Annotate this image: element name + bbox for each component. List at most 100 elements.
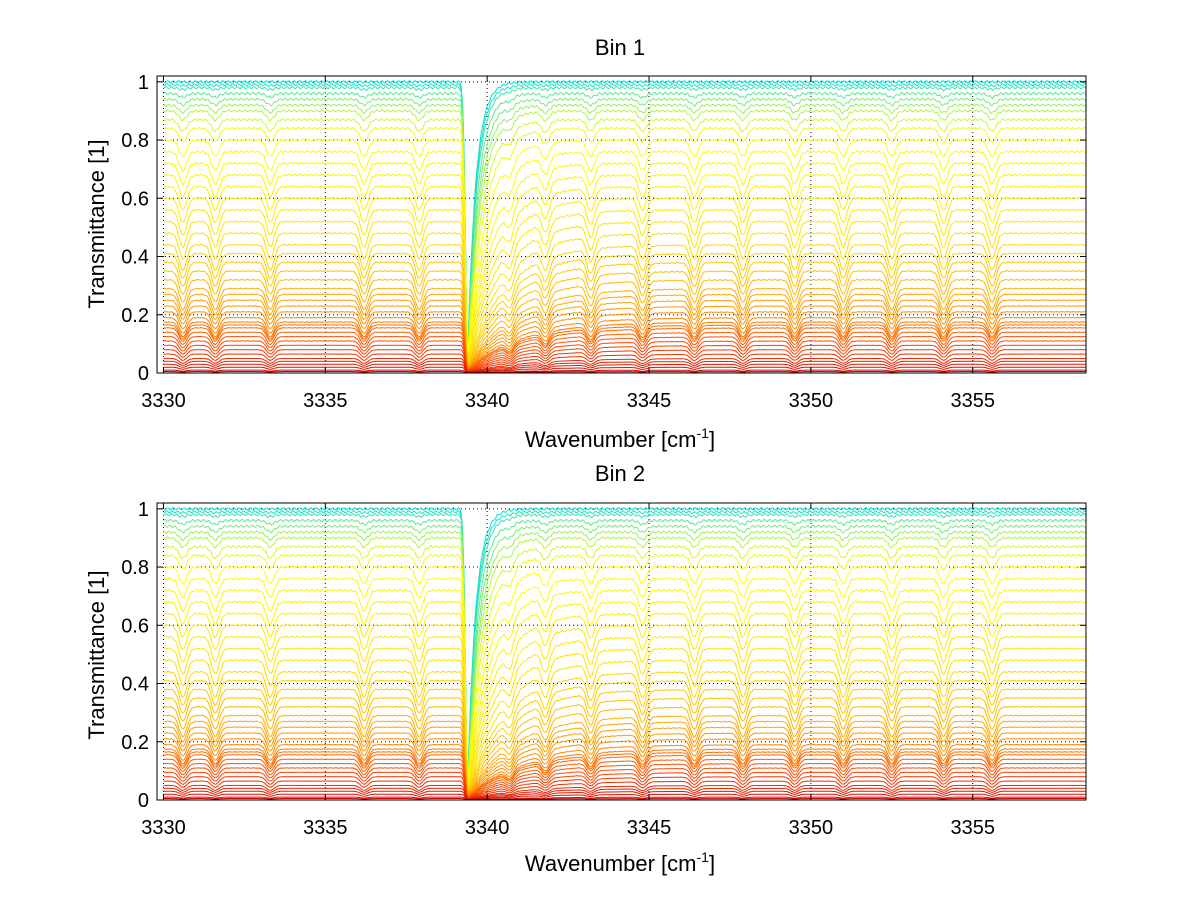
spectrum-line (163, 344, 1086, 372)
spectrum-line (163, 349, 1087, 373)
spectrum-line (163, 299, 1087, 371)
spectrum-line (163, 197, 1087, 362)
spectrum-line (163, 748, 1087, 798)
spectrum-line (163, 743, 1087, 798)
x-tick-label: 3330 (141, 817, 186, 839)
x-tick-label: 3345 (627, 817, 672, 839)
x-tick-label: 3350 (789, 817, 834, 839)
x-axis-label-superscript: -1 (697, 425, 710, 441)
spectrum-line (163, 518, 1087, 779)
spectrum-line (163, 150, 1087, 358)
x-tick-label: 3335 (303, 390, 348, 412)
y-tick-label: 0.6 (121, 188, 149, 210)
x-axis-label-main: Wavenumber [cm (525, 427, 697, 452)
spectrum-line (163, 353, 1087, 373)
series-layer (163, 80, 1087, 373)
spectrum-line (163, 335, 1087, 372)
series-layer (163, 507, 1087, 800)
y-tick-label: 0.2 (121, 732, 149, 754)
spectrum-line (163, 624, 1087, 789)
spectrum-line (163, 91, 1087, 352)
spectrum-line (163, 126, 1087, 356)
spectrum-line (163, 536, 1087, 783)
x-axis-label-suffix: ] (709, 427, 715, 452)
spectrum-line (163, 635, 1087, 789)
spectrum-line (163, 278, 1087, 369)
spectrum-line (163, 109, 1087, 356)
spectrum-line (163, 512, 1087, 778)
spectrum-line (163, 370, 1086, 373)
x-tick-label: 3355 (950, 390, 995, 412)
x-axis-label-superscript: -1 (697, 849, 710, 865)
spectrum-line (163, 767, 1087, 799)
y-tick-label: 0 (138, 790, 149, 812)
y-tick-label: 0.8 (121, 130, 149, 152)
y-tick-label: 0.4 (121, 674, 149, 696)
spectrum-line (163, 97, 1087, 353)
y-tick-label: 1 (138, 72, 149, 94)
x-tick-label: 3345 (627, 390, 672, 412)
y-axis-label: Transmittance [1] (84, 570, 109, 739)
x-tick-label: 3355 (950, 817, 995, 839)
chart-title: Bin 1 (595, 35, 645, 60)
spectrum-line (163, 553, 1087, 783)
spectrum-line (163, 366, 1086, 373)
spectrum-line (163, 360, 1087, 373)
spectrum-line (163, 776, 1087, 800)
spectrum-line (163, 324, 1087, 372)
spectrum-line (163, 316, 1087, 371)
spectrum-line (163, 363, 1086, 373)
spectrum-line (163, 732, 1087, 798)
x-tick-label: 3330 (141, 390, 186, 412)
spectrum-line (163, 762, 1087, 799)
x-axis-label-main: Wavenumber [cm (525, 851, 697, 876)
spectrum-line (163, 85, 1087, 351)
x-axis-label-suffix: ] (709, 851, 715, 876)
spectrum-line (163, 797, 1086, 800)
x-axis-label: Wavenumber [cm-1] (525, 849, 715, 876)
spectrum-line (163, 357, 1086, 373)
spectrum-line (163, 697, 1087, 795)
spectrum-line (163, 270, 1087, 368)
spectrum-line (163, 369, 1086, 373)
spectrum-line (163, 720, 1087, 797)
spectrum-line (163, 726, 1087, 798)
spectrum-line (163, 659, 1087, 792)
spectrum-line (163, 311, 1087, 370)
spectrum-line (163, 208, 1087, 362)
spectrum-line (163, 173, 1087, 361)
y-axis: 0 0.2 0.4 0.6 0.8 1 (121, 72, 1086, 385)
x-tick-label: 3335 (303, 817, 348, 839)
y-tick-label: 0.2 (121, 305, 149, 327)
spectrum-line (163, 577, 1087, 785)
spectrum-line (163, 790, 1086, 800)
x-axis-label: Wavenumber [cm-1] (525, 425, 715, 452)
spectrum-line (163, 670, 1087, 793)
spectrum-line (163, 545, 1087, 783)
spectrum-line (163, 524, 1087, 780)
y-tick-label: 0 (138, 363, 149, 385)
spectrum-line (163, 331, 1086, 372)
y-tick-label: 0.8 (121, 557, 149, 579)
plot-area-frame (156, 75, 1087, 374)
spectrum-line (163, 103, 1087, 355)
plot-area-frame (156, 502, 1087, 801)
spectrum-line (163, 600, 1087, 788)
spectrum-line (163, 588, 1087, 787)
y-tick-label: 1 (138, 499, 149, 521)
x-tick-label: 3340 (465, 390, 510, 412)
spectrum-line (163, 243, 1087, 366)
x-axis: 3330 3335 3340 3345 3350 3355 (141, 503, 995, 839)
spectrum-line (163, 647, 1087, 791)
spectrum-line (163, 293, 1087, 370)
spectrum-line (163, 787, 1087, 800)
spectrum-line (163, 185, 1086, 362)
spectrum-line (163, 738, 1087, 797)
y-axis: 0 0.2 0.4 0.6 0.8 1 (121, 499, 1086, 812)
spectrum-line (163, 714, 1087, 797)
spectrum-line (163, 612, 1086, 789)
spectrum-line (163, 705, 1087, 796)
spectrum-line (163, 679, 1087, 793)
spectrum-line (163, 530, 1087, 782)
